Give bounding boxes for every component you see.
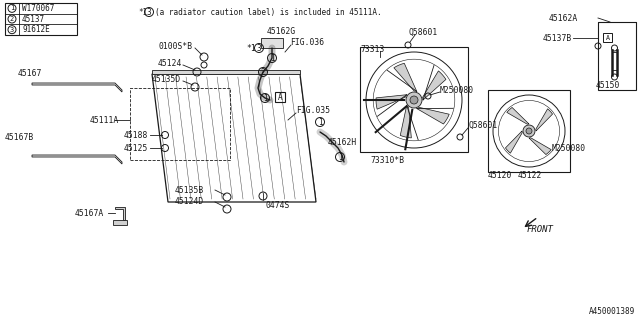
Text: A: A: [605, 35, 609, 41]
Circle shape: [523, 125, 535, 137]
Polygon shape: [400, 105, 412, 138]
Text: W170067: W170067: [22, 4, 54, 13]
Text: FIG.036: FIG.036: [290, 37, 324, 46]
Text: M250080: M250080: [440, 85, 474, 94]
Text: 45135D: 45135D: [152, 75, 181, 84]
Text: 3: 3: [257, 44, 261, 52]
Text: 0100S*B: 0100S*B: [158, 42, 192, 51]
Text: 45111A: 45111A: [90, 116, 119, 124]
Polygon shape: [32, 83, 122, 92]
Text: 3: 3: [147, 7, 151, 17]
Polygon shape: [529, 138, 551, 155]
Text: 45150: 45150: [596, 81, 620, 90]
Polygon shape: [113, 220, 127, 225]
Text: *1: *1: [246, 44, 256, 52]
Text: Q58601: Q58601: [468, 121, 497, 130]
Text: 45124: 45124: [158, 59, 182, 68]
Polygon shape: [536, 109, 552, 131]
Bar: [261, 38, 283, 48]
Polygon shape: [506, 131, 522, 153]
Text: 45124D: 45124D: [175, 197, 204, 206]
Bar: [488, 90, 570, 172]
Text: 73310*B: 73310*B: [370, 156, 404, 164]
Text: 45120: 45120: [488, 171, 513, 180]
Bar: [5, 3, 77, 35]
Text: FRONT: FRONT: [527, 226, 554, 235]
Polygon shape: [152, 70, 300, 74]
Text: *1: *1: [138, 7, 147, 17]
Text: 1: 1: [317, 117, 323, 126]
Polygon shape: [32, 155, 122, 164]
Text: M250080: M250080: [552, 143, 586, 153]
Circle shape: [526, 128, 532, 134]
Polygon shape: [376, 95, 406, 109]
Bar: [130, 88, 230, 160]
Polygon shape: [417, 107, 449, 124]
Text: A450001389: A450001389: [589, 307, 635, 316]
Text: 45167B: 45167B: [5, 132, 35, 141]
Circle shape: [406, 92, 422, 108]
Text: 45162A: 45162A: [548, 13, 578, 22]
Polygon shape: [422, 71, 446, 100]
Text: Q58601: Q58601: [408, 28, 437, 36]
Text: 73313: 73313: [360, 44, 385, 53]
Text: 1: 1: [262, 93, 268, 102]
Text: 2: 2: [260, 68, 266, 76]
Text: (a radiator caution label) is included in 45111A.: (a radiator caution label) is included i…: [155, 7, 381, 17]
Text: 45137B: 45137B: [543, 34, 572, 43]
Text: 1: 1: [269, 53, 275, 62]
Text: A: A: [278, 92, 282, 101]
Polygon shape: [115, 207, 125, 220]
Text: 45137: 45137: [22, 14, 45, 23]
Bar: [598, 22, 636, 90]
Text: 1: 1: [338, 153, 342, 162]
Bar: [275, 92, 285, 102]
Text: 45167: 45167: [18, 68, 42, 77]
Text: 45162G: 45162G: [267, 27, 296, 36]
Text: 0474S: 0474S: [265, 201, 289, 210]
Text: 3: 3: [10, 27, 14, 33]
Bar: [360, 47, 468, 152]
Text: 91612E: 91612E: [22, 25, 50, 34]
Text: 45135B: 45135B: [175, 186, 204, 195]
Text: 45188: 45188: [124, 131, 148, 140]
Text: 45125: 45125: [124, 143, 148, 153]
Text: 45122: 45122: [518, 171, 542, 180]
Bar: [603, 33, 612, 42]
Text: 1: 1: [10, 5, 14, 11]
Text: 45162H: 45162H: [328, 138, 357, 147]
Polygon shape: [394, 63, 417, 92]
Circle shape: [410, 96, 418, 104]
Text: 45167A: 45167A: [75, 209, 104, 218]
Text: FIG.035: FIG.035: [296, 106, 330, 115]
Text: 2: 2: [10, 16, 14, 22]
Polygon shape: [507, 108, 529, 124]
